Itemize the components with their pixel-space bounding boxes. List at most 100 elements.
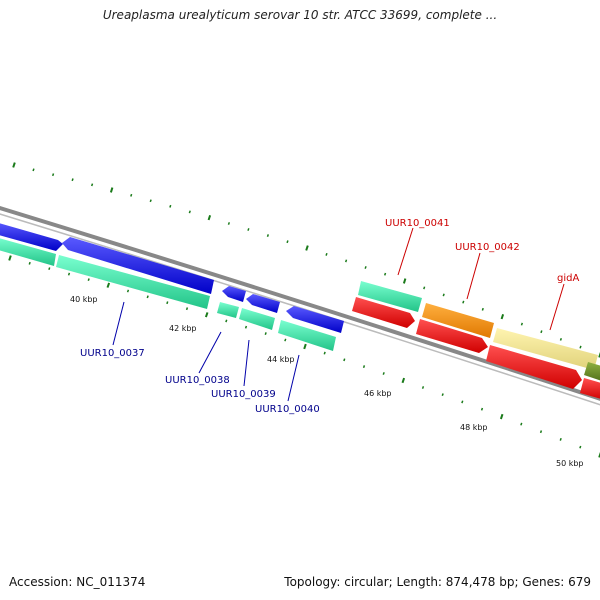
outer-tick-mark — [266, 234, 270, 237]
inner-tick-mark — [539, 430, 543, 434]
outer-tick-mark — [520, 322, 524, 326]
inner-tick-mark — [441, 393, 444, 397]
outer-tick-mark — [598, 352, 600, 358]
inner-tick-mark — [166, 301, 169, 305]
outer-tick-mark — [325, 252, 328, 256]
outer-tick-mark — [130, 193, 133, 197]
inner-tick-mark — [264, 332, 267, 335]
gene-label-uur10-0038[interactable]: UUR10_0038 — [165, 375, 230, 386]
inner-tick-mark — [126, 289, 130, 293]
inner-tick-mark — [480, 407, 484, 411]
kbp-label-50: 50 kbp — [556, 459, 584, 468]
outer-tick-mark — [286, 240, 289, 244]
leader-uur10-0039 — [243, 339, 250, 387]
outer-tick-mark — [51, 173, 55, 177]
inner-tick-mark — [343, 358, 346, 362]
inner-tick-mark — [559, 437, 562, 441]
outer-tick-mark — [12, 162, 16, 168]
outer-tick-mark — [32, 168, 35, 172]
inner-tick-mark — [28, 261, 31, 265]
leader-uur10-0042 — [466, 252, 481, 300]
gene-teal-a[interactable] — [0, 237, 56, 266]
inner-tick-mark — [146, 295, 149, 299]
outer-tick-mark — [500, 313, 505, 320]
gene-teal-d[interactable] — [239, 308, 275, 330]
outer-tick-ring — [12, 162, 600, 358]
backbone — [0, 205, 600, 406]
inner-tick-mark — [204, 312, 209, 318]
leader-lines — [112, 227, 565, 402]
leader-uur10-0037 — [112, 301, 125, 346]
gene-orange-a[interactable] — [422, 303, 494, 338]
outer-tick-mark — [207, 214, 212, 221]
gene-label-gidA[interactable]: gidA — [557, 273, 579, 284]
gene-teal-f[interactable] — [358, 281, 422, 312]
inner-tick-mark — [106, 282, 111, 288]
inner-tick-mark — [362, 365, 366, 369]
gene-blue-c[interactable] — [222, 286, 246, 302]
inner-tick-mark — [323, 351, 326, 355]
gene-red-d[interactable] — [580, 378, 600, 400]
outer-tick-mark — [559, 337, 563, 341]
leader-uur10-0041 — [397, 227, 414, 276]
kbp-label-42: 42 kbp — [169, 324, 197, 333]
outer-tick-mark — [71, 178, 74, 182]
outer-tick-mark — [90, 183, 94, 187]
backbone-outer-line — [0, 205, 600, 401]
gene-teal-c[interactable] — [217, 302, 239, 318]
gene-red-a[interactable] — [352, 297, 415, 328]
kbp-label-48: 48 kbp — [460, 423, 488, 432]
gene-label-uur10-0039[interactable]: UUR10_0039 — [211, 389, 276, 400]
outer-tick-mark — [402, 278, 407, 284]
inner-tick-mark — [244, 325, 248, 329]
outer-tick-mark — [344, 259, 348, 263]
gene-label-uur10-0037[interactable]: UUR10_0037 — [80, 348, 145, 359]
kbp-label-40: 40 kbp — [70, 295, 98, 304]
inner-tick-mark — [67, 272, 71, 276]
outer-tick-mark — [109, 187, 114, 193]
outer-tick-mark — [247, 228, 250, 231]
inner-tick-mark — [225, 319, 228, 323]
gene-label-uur10-0041[interactable]: UUR10_0041 — [385, 218, 450, 229]
inner-tick-mark — [421, 386, 425, 389]
gene-khaki-a[interactable] — [493, 328, 598, 370]
kbp-label-44: 44 kbp — [267, 355, 295, 364]
gene-blue-d[interactable] — [246, 294, 280, 313]
outer-tick-mark — [227, 222, 231, 225]
accession-text: Accession: NC_011374 — [9, 575, 146, 589]
gene-olive-a[interactable] — [584, 362, 600, 382]
outer-tick-mark — [305, 245, 309, 251]
gene-blue-e[interactable] — [286, 306, 344, 333]
leader-uur10-0038 — [198, 331, 222, 374]
inner-tick-mark — [520, 422, 523, 426]
outer-tick-mark — [462, 300, 465, 304]
outer-tick-mark — [579, 345, 582, 349]
inner-tick-mark — [579, 445, 582, 449]
outer-tick-mark — [423, 286, 426, 290]
topology-text: Topology: circular; Length: 874,478 bp; … — [284, 575, 591, 589]
outer-tick-mark — [149, 199, 152, 203]
outer-tick-mark — [383, 272, 387, 276]
gene-red-b[interactable] — [416, 319, 488, 353]
gene-red-c[interactable] — [486, 345, 582, 389]
gene-blue-a[interactable] — [0, 222, 63, 251]
gene-teal-e[interactable] — [278, 320, 336, 351]
gene-label-uur10-0040[interactable]: UUR10_0040 — [255, 404, 320, 415]
gene-teal-b[interactable] — [56, 255, 210, 309]
gene-blue-b[interactable] — [62, 237, 214, 294]
gene-label-uur10-0042[interactable]: UUR10_0042 — [455, 242, 520, 253]
inner-tick-mark — [499, 413, 504, 420]
outer-tick-mark — [364, 266, 367, 269]
outer-tick-mark — [188, 210, 191, 214]
kbp-label-46: 46 kbp — [364, 389, 392, 398]
outer-tick-mark — [169, 204, 172, 208]
outer-tick-mark — [540, 330, 543, 334]
map-title: Ureaplasma urealyticum serovar 10 str. A… — [102, 8, 498, 22]
inner-tick-mark — [48, 267, 51, 271]
inner-tick-mark — [461, 400, 464, 404]
inner-tick-ring — [8, 255, 600, 458]
inner-tick-mark — [401, 377, 406, 384]
outer-tick-mark — [481, 307, 484, 311]
inner-tick-mark — [303, 343, 307, 350]
